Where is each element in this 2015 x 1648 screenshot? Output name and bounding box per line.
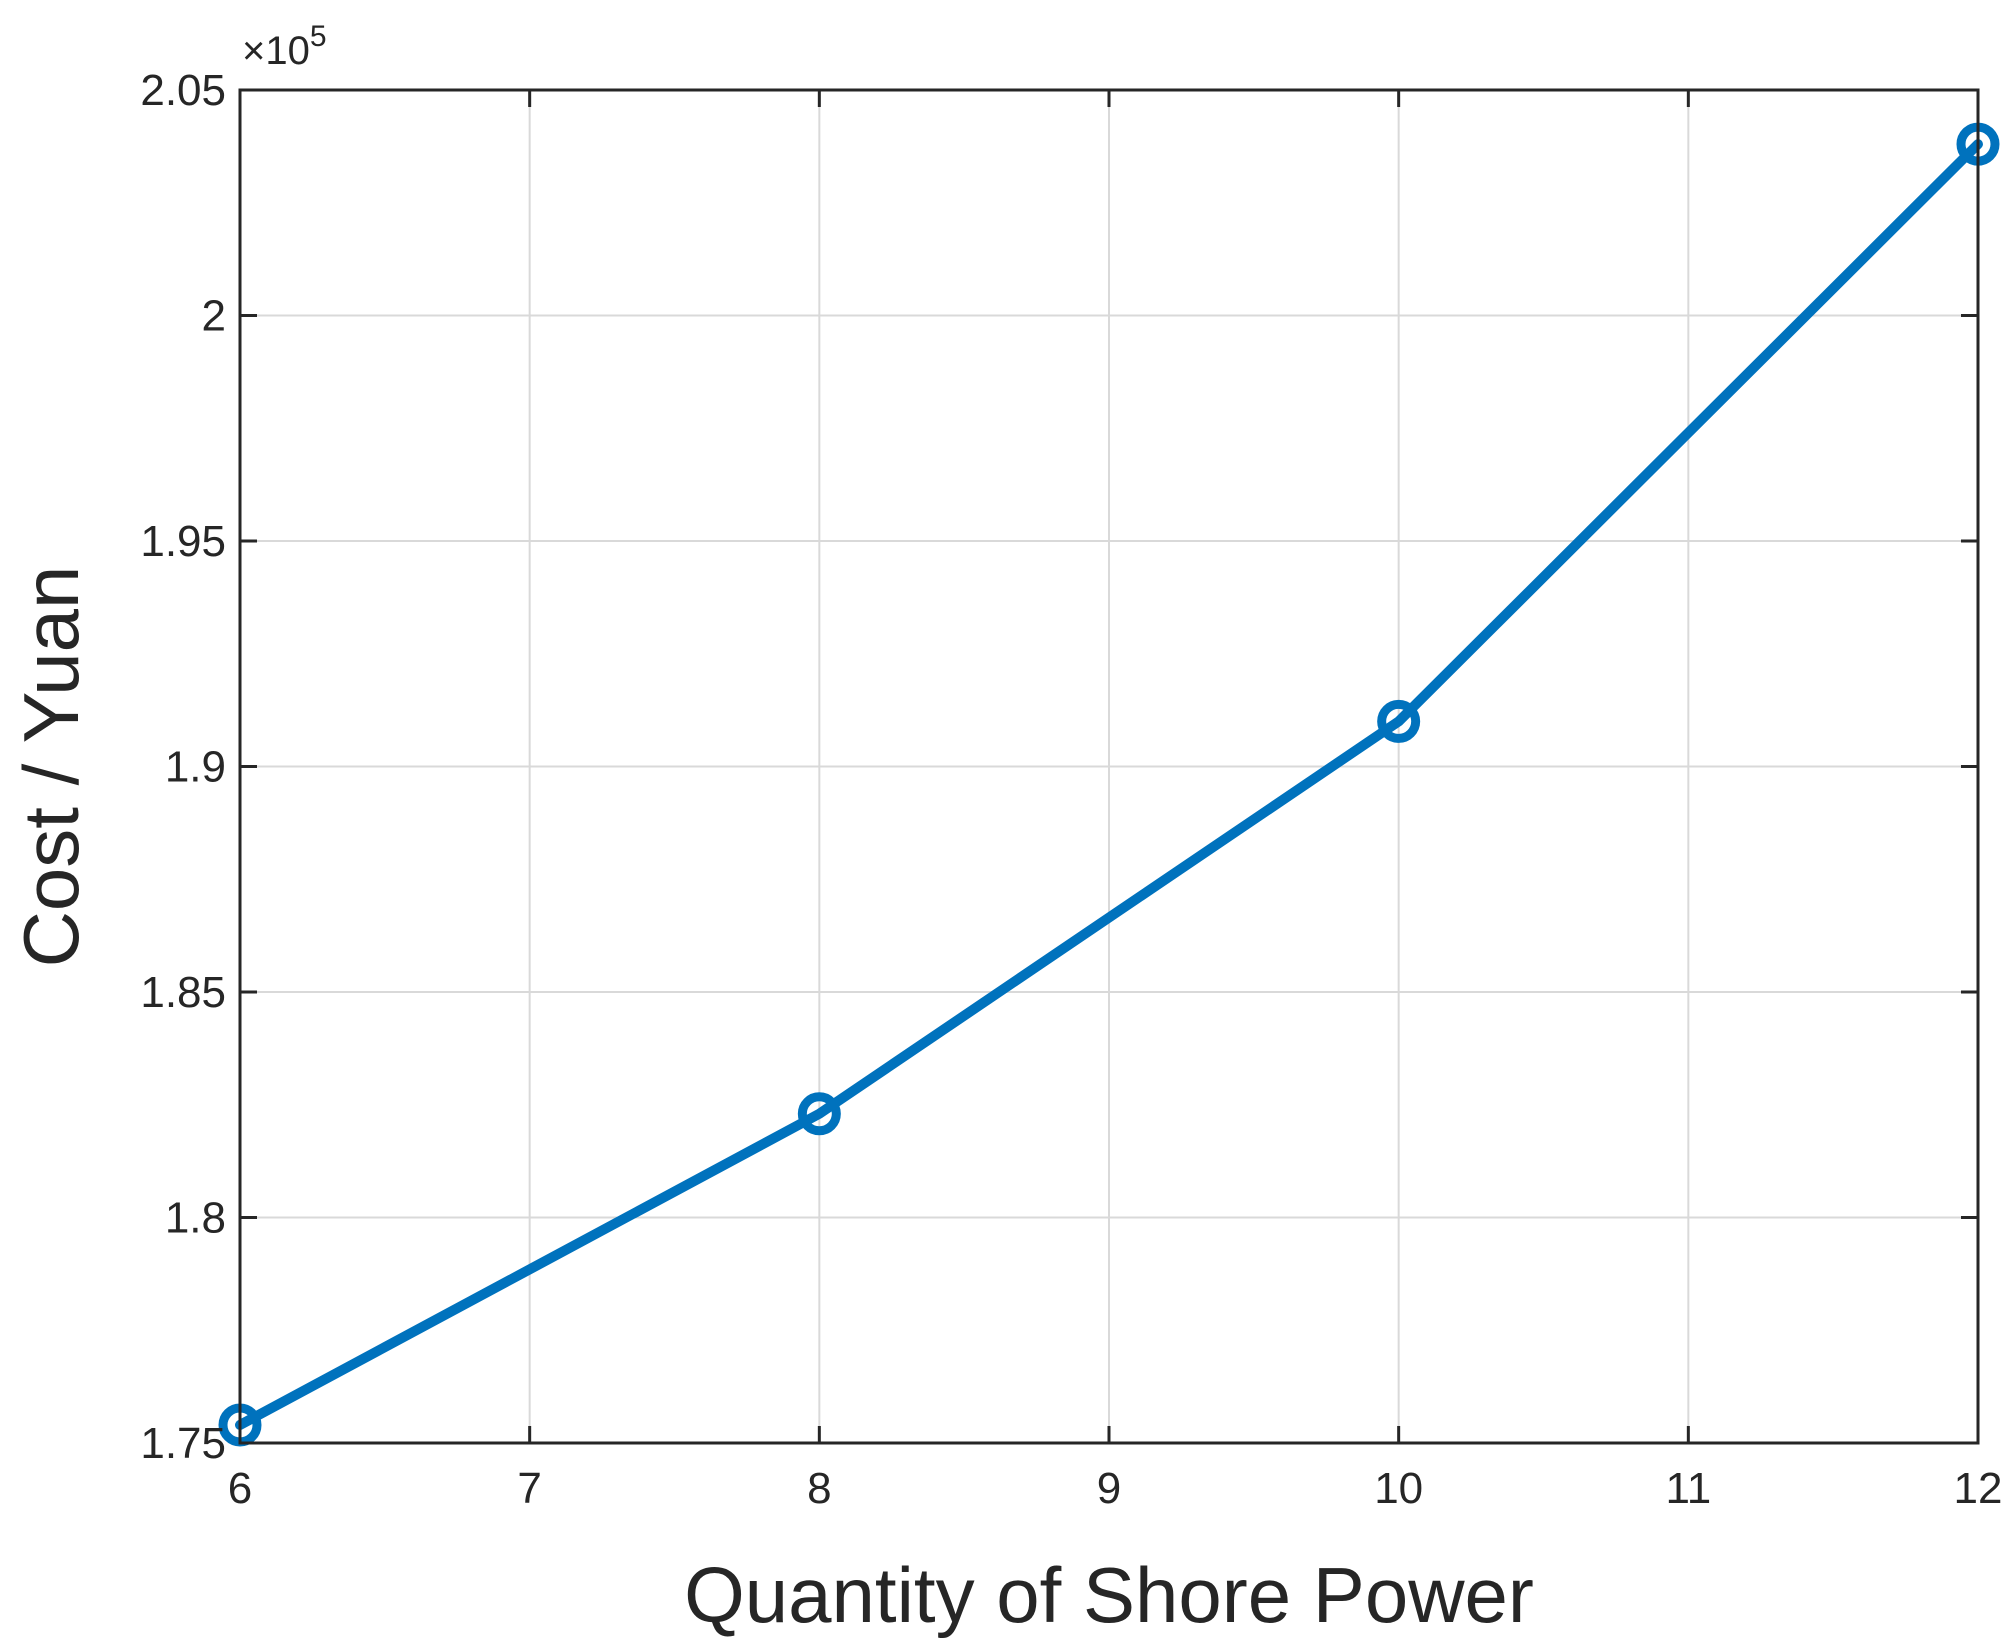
x-axis-label: Quantity of Shore Power bbox=[684, 1551, 1534, 1639]
y-tick-label: 1.9 bbox=[165, 743, 226, 792]
x-tick-label: 9 bbox=[1097, 1464, 1121, 1513]
data-point-marker bbox=[797, 1092, 841, 1136]
tick-labels: 6 7 8 9 10 11 12 1.75 1.8 1.85 1.9 1.95 2 2.05 bbox=[140, 66, 2002, 1513]
y-tick-label: 1.85 bbox=[140, 968, 226, 1017]
y-axis-exponent-power: 5 bbox=[310, 20, 327, 53]
y-tick-label: 1.8 bbox=[165, 1194, 226, 1243]
y-tick-label: 1.75 bbox=[140, 1419, 226, 1468]
x-tick-label: 11 bbox=[1665, 1464, 1711, 1513]
x-tick-label: 12 bbox=[1954, 1464, 2003, 1513]
x-tick-label: 8 bbox=[807, 1464, 831, 1513]
x-tick-label: 7 bbox=[517, 1464, 541, 1513]
x-tick-label: 6 bbox=[228, 1464, 252, 1513]
ticks bbox=[238, 88, 1980, 1445]
series-line bbox=[235, 139, 1983, 1430]
data-point-marker bbox=[1377, 699, 1421, 743]
y-tick-label: 2.05 bbox=[140, 66, 226, 115]
x-tick-label: 10 bbox=[1374, 1464, 1423, 1513]
y-tick-label: 1.95 bbox=[140, 517, 226, 566]
y-tick-label: 2 bbox=[202, 292, 226, 341]
y-axis-exponent: ×105 bbox=[242, 20, 327, 73]
y-axis-label: Cost / Yuan bbox=[7, 566, 95, 968]
y-axis-exponent-base: ×10 bbox=[242, 29, 310, 73]
